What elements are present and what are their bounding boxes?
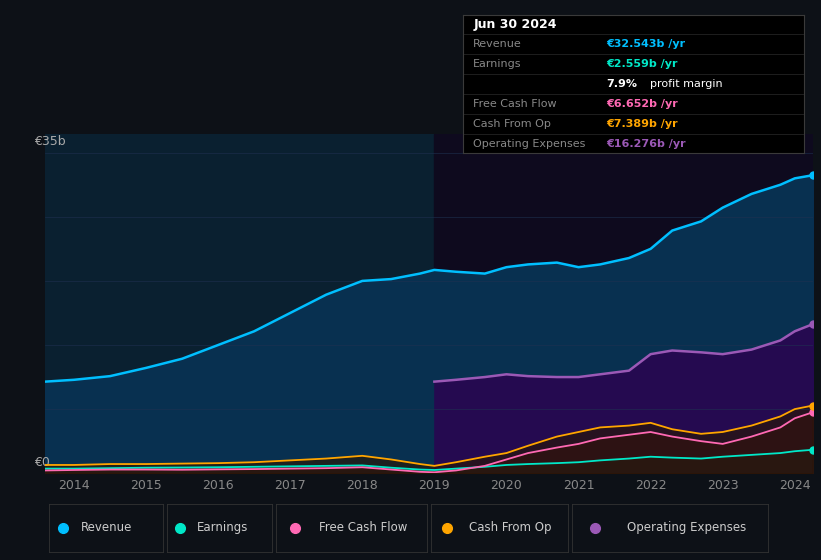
Text: €6.652b /yr: €6.652b /yr xyxy=(606,99,678,109)
Text: Earnings: Earnings xyxy=(197,521,248,534)
Text: Revenue: Revenue xyxy=(81,521,132,534)
Text: Revenue: Revenue xyxy=(473,39,522,49)
Text: €2.559b /yr: €2.559b /yr xyxy=(606,59,677,69)
Text: €7.389b /yr: €7.389b /yr xyxy=(606,119,678,129)
Text: Earnings: Earnings xyxy=(473,59,522,69)
Text: Jun 30 2024: Jun 30 2024 xyxy=(473,18,557,31)
Text: Free Cash Flow: Free Cash Flow xyxy=(473,99,557,109)
Text: 7.9%: 7.9% xyxy=(606,79,637,89)
Text: Free Cash Flow: Free Cash Flow xyxy=(319,521,407,534)
Text: profit margin: profit margin xyxy=(650,79,723,89)
Text: Operating Expenses: Operating Expenses xyxy=(473,138,585,148)
Text: Operating Expenses: Operating Expenses xyxy=(626,521,746,534)
Text: €0: €0 xyxy=(34,456,50,469)
Text: Cash From Op: Cash From Op xyxy=(470,521,552,534)
Bar xyxy=(45,134,434,473)
Text: €16.276b /yr: €16.276b /yr xyxy=(606,138,686,148)
Text: €35b: €35b xyxy=(34,135,66,148)
Text: Cash From Op: Cash From Op xyxy=(473,119,551,129)
Bar xyxy=(434,134,813,473)
Text: €32.543b /yr: €32.543b /yr xyxy=(606,39,686,49)
